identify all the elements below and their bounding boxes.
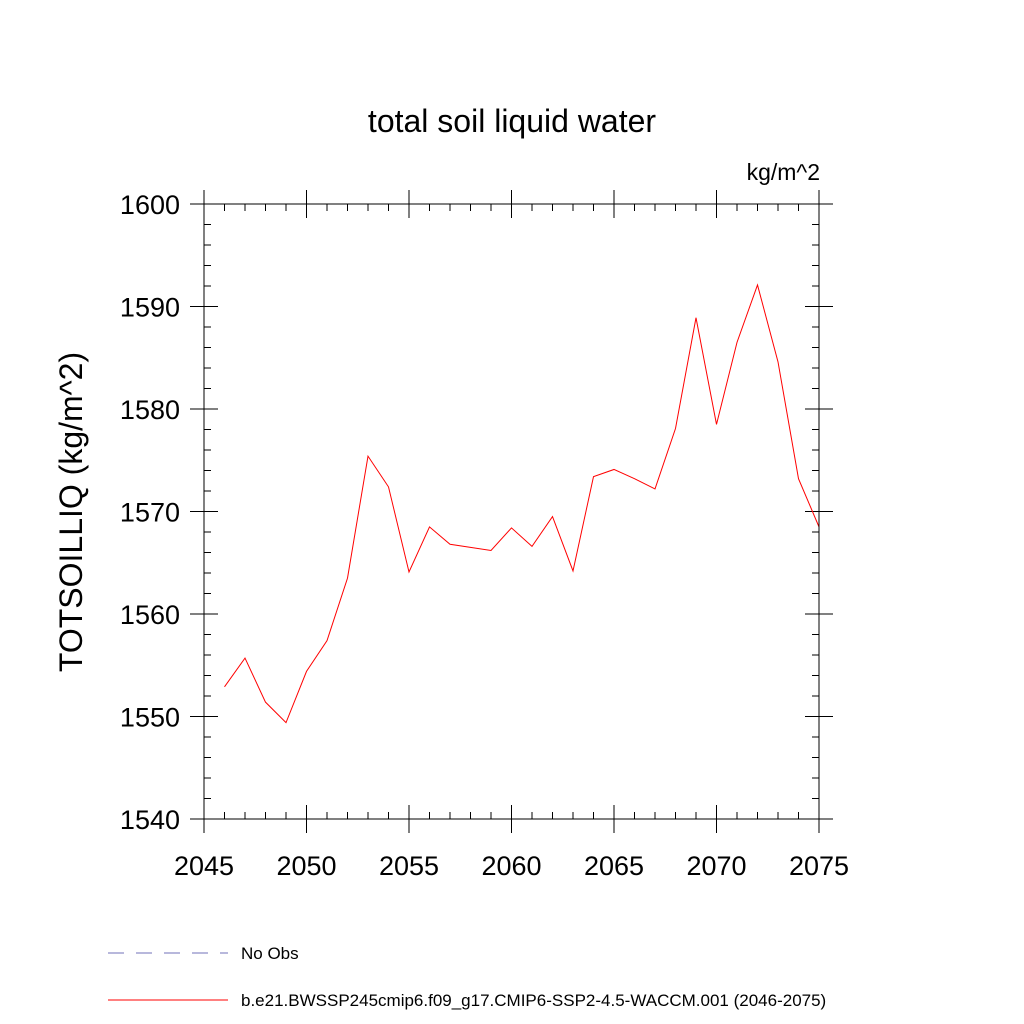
data-point: [408, 570, 411, 573]
data-point: [715, 423, 718, 426]
data-point: [695, 316, 698, 319]
chart-title: total soil liquid water: [368, 103, 656, 139]
data-point: [469, 546, 472, 549]
x-tick-label: 2065: [584, 851, 644, 881]
axis-ticks: [190, 190, 833, 833]
data-point: [387, 485, 390, 488]
y-tick-label: 1600: [120, 190, 180, 220]
data-point: [633, 477, 636, 480]
legend-label: No Obs: [241, 944, 299, 963]
data-point: [613, 468, 616, 471]
data-point: [797, 477, 800, 480]
x-tick-label: 2055: [379, 851, 439, 881]
y-axis-label: TOTSOILLIQ (kg/m^2): [53, 352, 89, 672]
x-tick-label: 2070: [686, 851, 746, 881]
data-point: [674, 427, 677, 430]
data-point: [449, 543, 452, 546]
series-layer: [223, 283, 820, 724]
data-point: [346, 577, 349, 580]
data-point: [551, 515, 554, 518]
plot-frame: [203, 203, 820, 820]
data-point: [654, 487, 657, 490]
data-point: [285, 721, 288, 724]
legend: No Obs b.e21.BWSSP245cmip6.f09_g17.CMIP6-…: [108, 944, 826, 1010]
data-point: [244, 657, 247, 660]
data-point: [736, 341, 739, 344]
x-tick-label: 2045: [174, 851, 234, 881]
data-point: [777, 360, 780, 363]
data-point: [367, 455, 370, 458]
data-point: [326, 639, 329, 642]
data-point: [756, 283, 759, 286]
x-tick-label: 2050: [276, 851, 336, 881]
y-tick-label: 1560: [120, 600, 180, 630]
data-point: [490, 549, 493, 552]
data-point: [223, 685, 226, 688]
y-tick-label: 1540: [120, 805, 180, 835]
data-point: [592, 475, 595, 478]
data-point: [305, 670, 308, 673]
y-tick-label: 1550: [120, 703, 180, 733]
tick-labels: 2045 2050 2055 2060 2065 2070 2075 1540 1550 1560…: [120, 190, 849, 881]
data-point: [510, 526, 513, 529]
x-tick-label: 2060: [481, 851, 541, 881]
data-point: [531, 545, 534, 548]
legend-label: b.e21.BWSSP245cmip6.f09_g17.CMIP6-SSP2-4…: [241, 991, 826, 1010]
y-tick-label: 1580: [120, 395, 180, 425]
units-label: kg/m^2: [747, 159, 820, 185]
data-point: [428, 525, 431, 528]
series-line: [224, 283, 820, 724]
x-tick-label: 2075: [789, 851, 849, 881]
y-tick-label: 1590: [120, 293, 180, 323]
data-point: [264, 701, 267, 704]
data-point: [572, 569, 575, 572]
y-tick-label: 1570: [120, 498, 180, 528]
